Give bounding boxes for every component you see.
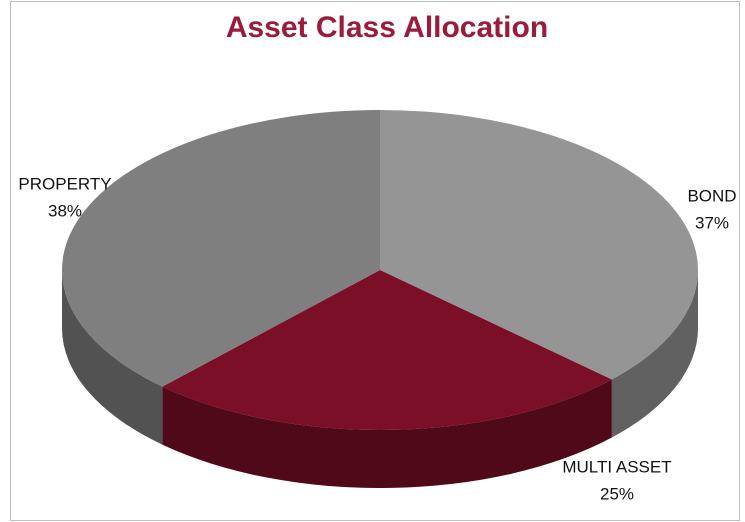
slice-value-label: 25% bbox=[600, 484, 634, 503]
slice-side-shade bbox=[611, 270, 698, 438]
slice-label: BOND bbox=[687, 186, 736, 205]
slice bbox=[380, 110, 698, 380]
slice-side bbox=[62, 270, 163, 445]
slice-side-shade bbox=[162, 379, 612, 488]
slice bbox=[62, 110, 380, 387]
slice-side bbox=[162, 379, 612, 488]
slice-label: PROPERTY bbox=[18, 174, 111, 193]
slice-side bbox=[611, 270, 698, 438]
slice-value-label: 37% bbox=[695, 213, 729, 232]
slice-side-shade bbox=[62, 270, 163, 445]
chart-title: Asset Class Allocation bbox=[226, 11, 548, 44]
slice-label: MULTI ASSET bbox=[562, 457, 671, 476]
slice bbox=[162, 270, 612, 430]
slice-value-label: 38% bbox=[48, 201, 82, 220]
